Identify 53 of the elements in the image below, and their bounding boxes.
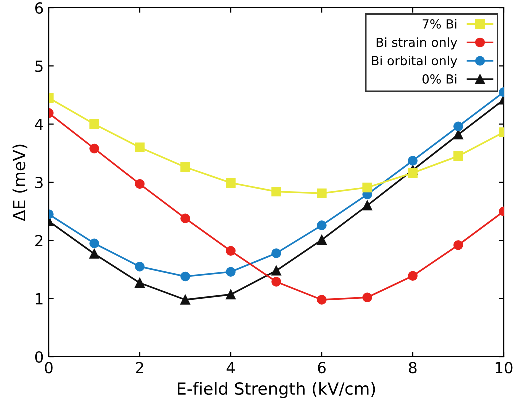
point (454, 122, 464, 132)
point (454, 151, 464, 162)
y-tick-label: 3 (36, 176, 43, 189)
point (90, 249, 100, 259)
point (272, 266, 282, 276)
y-axis-title: ΔE (meV) (12, 144, 28, 222)
point (135, 262, 145, 272)
x-tick-label: 0 (45, 362, 53, 374)
point (180, 214, 190, 224)
point (408, 271, 418, 282)
point (180, 272, 190, 282)
point (226, 290, 236, 300)
point (317, 220, 327, 230)
point (362, 182, 372, 193)
point (180, 162, 190, 172)
point (90, 144, 100, 154)
y-tick-label: 1 (36, 294, 43, 305)
legend-label: Bi orbital only (372, 56, 458, 68)
x-tick-label: 2 (136, 362, 144, 374)
point (454, 130, 464, 140)
x-tick-label: 10 (496, 362, 513, 374)
legend-label: Bi strain only (376, 38, 458, 50)
x-tick-label: 4 (226, 362, 236, 374)
point (362, 292, 372, 303)
point (272, 186, 282, 197)
point (90, 238, 100, 248)
point (272, 248, 282, 258)
y-tick-label: 0 (35, 351, 44, 364)
y-tick-label: 5 (36, 60, 43, 72)
y-tick-label: 4 (35, 119, 44, 130)
point (454, 240, 464, 250)
point (90, 119, 100, 130)
x-axis-title: E-field Strength (kV/cm) (178, 382, 376, 398)
y-tick-label: 2 (36, 235, 43, 246)
point (272, 277, 282, 287)
point (226, 267, 236, 277)
point (317, 295, 327, 305)
legend-label: 7% Bi (422, 19, 457, 29)
point (135, 179, 145, 190)
point (317, 188, 327, 198)
point (362, 200, 372, 211)
point (135, 278, 145, 288)
point (408, 168, 418, 178)
x-tick-label: 8 (409, 362, 417, 374)
legend-label: 0% Bi (422, 74, 457, 84)
point (408, 156, 418, 166)
point (180, 295, 190, 305)
point (317, 235, 327, 245)
x-tick-label: 6 (318, 362, 326, 374)
point (135, 142, 145, 152)
point (226, 178, 236, 188)
point (226, 246, 236, 256)
y-tick-label: 6 (35, 2, 44, 14)
